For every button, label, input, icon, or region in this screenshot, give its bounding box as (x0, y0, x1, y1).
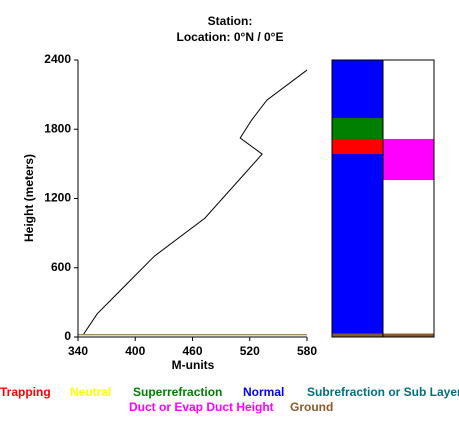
layer-segment (383, 333, 434, 337)
layer-segment (332, 333, 383, 337)
x-tick-label: 580 (297, 344, 317, 358)
x-tick-label: 400 (125, 344, 145, 358)
layer-segment (332, 118, 383, 139)
chart-title: Station: (208, 14, 253, 28)
legend-entry: Subrefraction or Sub Layer (307, 385, 459, 399)
x-tick-label: 520 (240, 344, 260, 358)
layer-segment (332, 138, 383, 155)
x-axis-label: M-units (172, 358, 215, 372)
profile-line (83, 69, 308, 335)
chart-subtitle: Location: 0°N / 0°E (177, 30, 284, 44)
legend-entry: Duct or Evap Duct Height (129, 400, 274, 414)
legend-entry: Trapping (0, 385, 51, 399)
y-tick-label: 1800 (44, 121, 71, 135)
legend-entry: Ground (290, 400, 333, 414)
legend-entry: Normal (243, 385, 284, 399)
legend-entry: Superrefraction (133, 385, 222, 399)
layer-segment (332, 60, 383, 337)
y-tick-label: 0 (64, 329, 71, 343)
x-tick-label: 340 (68, 344, 88, 358)
column-border (382, 59, 435, 338)
y-tick-label: 2400 (44, 52, 71, 66)
y-axis-label: Height (meters) (22, 154, 36, 242)
legend-entry: Neutral (70, 385, 111, 399)
y-tick-label: 600 (51, 260, 71, 274)
layer-segment (383, 138, 434, 181)
column-frame (382, 59, 435, 338)
x-tick-label: 460 (182, 344, 202, 358)
y-tick-label: 1200 (44, 191, 71, 205)
